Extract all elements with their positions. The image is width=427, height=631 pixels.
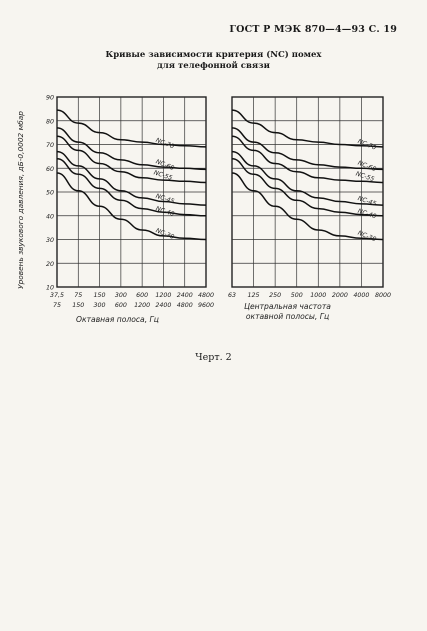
nc-curve (231, 127, 384, 171)
figure-caption: Черт. 2 (195, 352, 232, 363)
figure-title-line-2: для телефонной связи (157, 61, 270, 71)
nc-curve (56, 135, 207, 184)
y-tick-label: 80 (46, 118, 54, 125)
curve-label: NC-30 (357, 230, 377, 244)
y-tick-label: 90 (46, 95, 54, 102)
x-tick-label-upper: 75 (74, 292, 82, 299)
curve-label: NC-40 (155, 205, 175, 218)
figure-title-line-1: Кривые зависимости критерия (NC) помех (105, 50, 322, 60)
y-axis-label: Уровень звукового давления, дБ-0,0002 мб… (16, 111, 25, 289)
x-tick-label: 1000 (310, 292, 326, 299)
curve-label: NC-45 (155, 193, 175, 206)
x-tick-label: 2000 (332, 292, 348, 299)
x-tick-label-upper: 150 (94, 292, 106, 299)
chart-octave-band: NC-70NC-60NC-55NC-45NC-40NC-309080706050… (16, 95, 214, 325)
nc-curve (231, 158, 384, 217)
x-tick-label-lower: 75 (53, 302, 61, 309)
y-tick-label: 70 (46, 142, 54, 149)
x-tick-label: 63 (228, 292, 236, 299)
y-tick-label: 10 (46, 285, 54, 292)
curve-label: NC-70 (357, 138, 377, 152)
curve-label: NC-70 (155, 137, 175, 151)
x-tick-label: 250 (269, 292, 281, 299)
nc-curve (56, 150, 207, 206)
curve-label: NC-40 (357, 208, 377, 221)
x-tick-label-lower: 4800 (177, 302, 193, 309)
nc-curve (56, 109, 207, 148)
x-tick-label: 4000 (353, 292, 369, 299)
x-tick-label: 500 (291, 292, 303, 299)
y-tick-label: 30 (46, 237, 54, 244)
nc-curve (56, 127, 207, 171)
x-tick-label-upper: 1200 (155, 292, 171, 299)
x-tick-label-upper: 2400 (177, 292, 193, 299)
curve-label: NC-45 (357, 195, 377, 208)
x-tick-label-upper: 37,5 (50, 292, 64, 299)
y-tick-label: 60 (46, 166, 54, 173)
nc-curve (231, 109, 384, 148)
x-tick-label-lower: 150 (72, 302, 84, 309)
x-tick-label: 8000 (375, 292, 391, 299)
x-tick-label-lower: 300 (94, 302, 106, 309)
nc-curve (56, 172, 207, 241)
x-axis-label: Центральная частота октавной полосы, Гц (244, 302, 331, 321)
y-tick-label: 50 (46, 190, 54, 197)
x-tick-label-lower: 9600 (198, 302, 214, 309)
x-tick-label-upper: 4800 (198, 292, 214, 299)
x-tick-label-upper: 600 (136, 292, 148, 299)
x-tick-label-lower: 2400 (155, 302, 171, 309)
x-axis-label: Октавная полоса, Гц (76, 315, 159, 324)
x-tick-label: 125 (248, 292, 260, 299)
page-header: ГОСТ Р МЭК 870—4—93 С. 19 (229, 24, 397, 35)
nc-curve (231, 172, 384, 241)
nc-curve (56, 158, 207, 217)
nc-curve (231, 150, 384, 206)
y-tick-label: 40 (46, 213, 54, 220)
x-tick-label-lower: 1200 (134, 302, 150, 309)
x-tick-label-upper: 300 (115, 292, 127, 299)
y-tick-label: 20 (46, 261, 54, 268)
curve-label: NC-30 (155, 227, 175, 241)
x-tick-label-lower: 600 (115, 302, 127, 309)
nc-curve (231, 135, 384, 184)
